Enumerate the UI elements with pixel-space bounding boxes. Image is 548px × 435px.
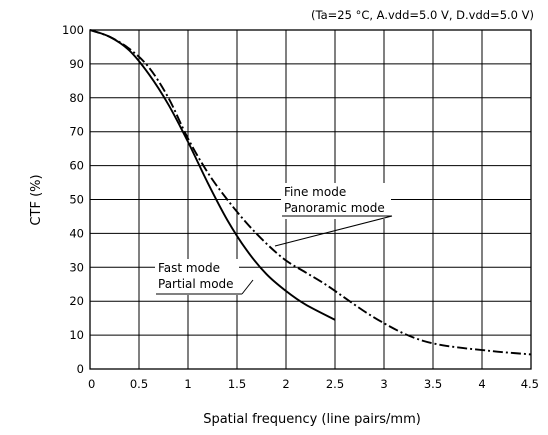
y-tick-label: 0 — [77, 362, 84, 376]
x-tick-labels: 0 0.5 1 1.5 2 2.5 3 3.5 4 4.5 — [88, 377, 539, 391]
x-tick-label: 2 — [282, 377, 289, 391]
y-tick-label: 40 — [69, 226, 84, 240]
y-tick-label: 30 — [69, 260, 84, 274]
x-tick-label: 1 — [184, 377, 191, 391]
fine-panoramic-mode-curve — [89, 29, 532, 356]
x-tick-label: 0 — [88, 377, 95, 391]
y-tick-label: 70 — [69, 125, 84, 139]
x-tick-label: 1.5 — [228, 377, 246, 391]
x-axis-label: Spatial frequency (line pairs/mm) — [203, 412, 421, 427]
y-tick-label: 50 — [69, 193, 84, 207]
x-tick-label: 3 — [380, 377, 387, 391]
y-tick-label: 80 — [69, 91, 84, 105]
condition-note: (Ta=25 °C, A.vdd=5.0 V, D.vdd=5.0 V) — [311, 8, 534, 22]
fast-partial-mode-label-line: Partial mode — [158, 277, 234, 291]
fast-partial-mode-label-bg — [155, 259, 239, 295]
fine-panoramic-mode-label-line: Fine mode — [284, 185, 346, 199]
y-tick-labels: 0 10 20 30 40 50 60 70 80 90 100 — [62, 23, 84, 376]
y-tick-label: 10 — [69, 328, 84, 342]
x-tick-label: 4 — [478, 377, 485, 391]
fine-panoramic-mode-label-line: Panoramic mode — [284, 201, 385, 215]
grid — [89, 29, 532, 370]
fine-panoramic-mode-pointer-line — [274, 215, 393, 247]
x-tick-label: 0.5 — [130, 377, 148, 391]
plot-frame — [89, 29, 532, 370]
series-lines — [89, 29, 532, 356]
fast-partial-mode-label-line: Fast mode — [158, 261, 220, 275]
fast-partial-mode-label: Fast mode Partial mode — [155, 259, 254, 295]
fast-partial-mode-curve — [89, 29, 336, 321]
fine-panoramic-mode-label: Fine mode Panoramic mode — [274, 183, 393, 247]
y-tick-label: 60 — [69, 159, 84, 173]
x-tick-label: 4.5 — [521, 377, 539, 391]
y-tick-label: 90 — [69, 57, 84, 71]
fast-partial-mode-pointer-line — [241, 279, 254, 295]
fine-panoramic-mode-label-bg — [281, 183, 391, 219]
series-annotations: Fast mode Partial mode Fine mode Panoramic … — [155, 183, 393, 295]
x-tick-label: 3.5 — [424, 377, 442, 391]
y-tick-label: 100 — [62, 23, 84, 37]
y-tick-label: 20 — [69, 294, 84, 308]
y-axis-label: CTF (%) — [29, 174, 44, 225]
x-tick-label: 2.5 — [326, 377, 344, 391]
